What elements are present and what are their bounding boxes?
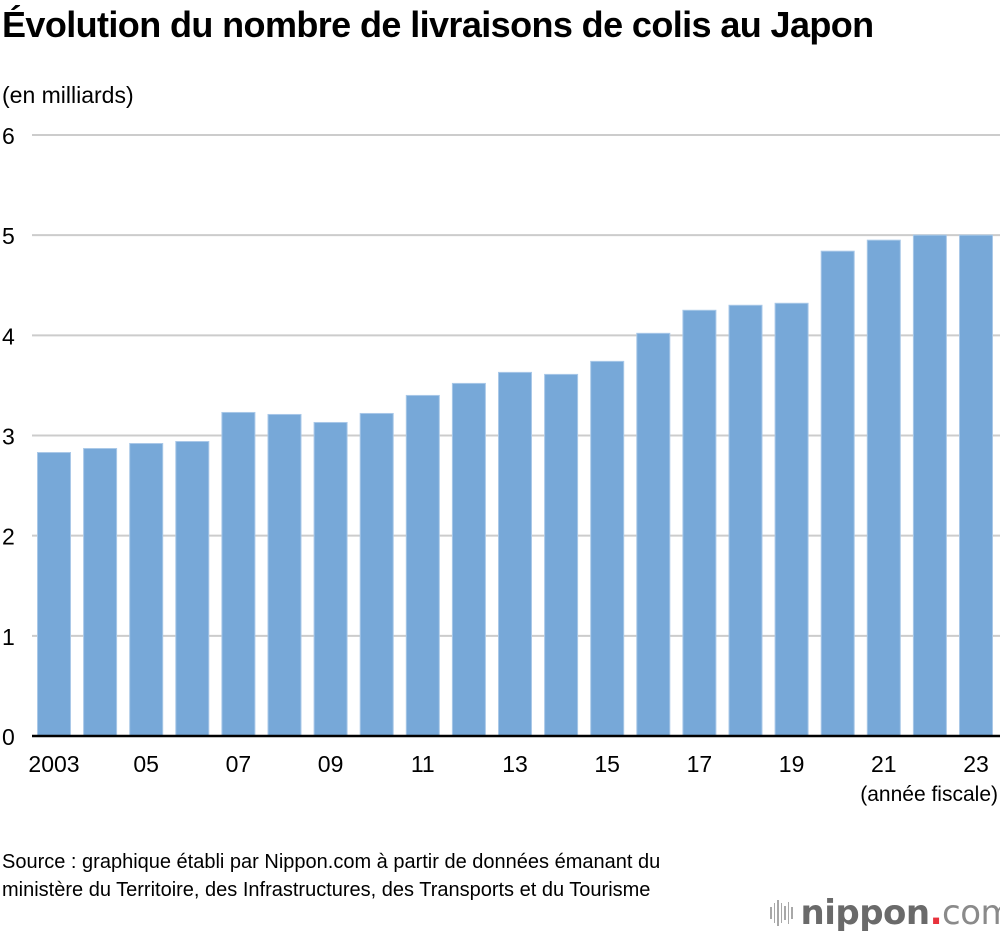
bar-2018 bbox=[728, 304, 763, 737]
bar-2020 bbox=[820, 250, 855, 737]
bar-2014 bbox=[544, 373, 579, 737]
source-note: Source : graphique établi par Nippon.com… bbox=[2, 851, 661, 901]
chart-title: Évolution du nombre de livraisons de col… bbox=[2, 4, 874, 45]
x-tick-label: 19 bbox=[779, 751, 805, 777]
bar-2009 bbox=[313, 421, 348, 737]
y-tick-label: 3 bbox=[2, 424, 15, 450]
bar-2012 bbox=[451, 382, 486, 737]
bar-2006 bbox=[175, 441, 210, 737]
x-tick-label: 05 bbox=[133, 751, 159, 777]
x-tick-label: 13 bbox=[502, 751, 528, 777]
x-tick-label: 09 bbox=[318, 751, 344, 777]
x-tick-label: 21 bbox=[871, 751, 897, 777]
bar-2010 bbox=[359, 412, 394, 737]
x-tick-label: 15 bbox=[594, 751, 620, 777]
x-tick-label: 23 bbox=[963, 751, 989, 777]
bar-2022 bbox=[912, 234, 947, 737]
nippon-logo: nippon.com bbox=[770, 893, 1000, 933]
bar-2004 bbox=[83, 448, 118, 737]
y-axis-unit-label: (en milliards) bbox=[2, 82, 134, 108]
y-tick-label: 6 bbox=[2, 123, 15, 149]
y-tick-label: 1 bbox=[2, 624, 15, 650]
bar-2021 bbox=[866, 239, 901, 737]
bar-2023 bbox=[959, 234, 993, 737]
sound-wave-icon bbox=[770, 900, 793, 926]
bar-2015 bbox=[590, 360, 625, 737]
x-axis-tick-labels: 2003 05 07 09 11 13 15 17 19 21 23 bbox=[28, 751, 988, 777]
bar-2005 bbox=[129, 443, 164, 737]
x-tick-label: 07 bbox=[226, 751, 252, 777]
y-axis-tick-labels: 0 1 2 3 4 5 6 bbox=[2, 123, 15, 750]
bar-2013 bbox=[498, 371, 532, 737]
logo-wordmark: nippon.com bbox=[800, 893, 1000, 933]
x-tick-label: 11 bbox=[411, 751, 435, 777]
bar-2016 bbox=[636, 332, 671, 737]
y-tick-label: 4 bbox=[2, 323, 15, 349]
bar-2019 bbox=[774, 302, 809, 737]
bar-2007 bbox=[221, 411, 256, 737]
y-tick-label: 5 bbox=[2, 223, 15, 249]
x-tick-label: 2003 bbox=[28, 751, 79, 777]
bars bbox=[37, 234, 993, 737]
y-tick-label: 2 bbox=[2, 524, 15, 550]
bar-2003 bbox=[37, 452, 71, 737]
x-tick-label: 17 bbox=[687, 751, 713, 777]
bar-2011 bbox=[405, 394, 440, 737]
y-tick-label: 0 bbox=[2, 724, 15, 750]
bar-2017 bbox=[682, 309, 717, 737]
x-axis-unit-label: (année fiscale) bbox=[860, 783, 998, 806]
bar-2008 bbox=[267, 413, 302, 737]
